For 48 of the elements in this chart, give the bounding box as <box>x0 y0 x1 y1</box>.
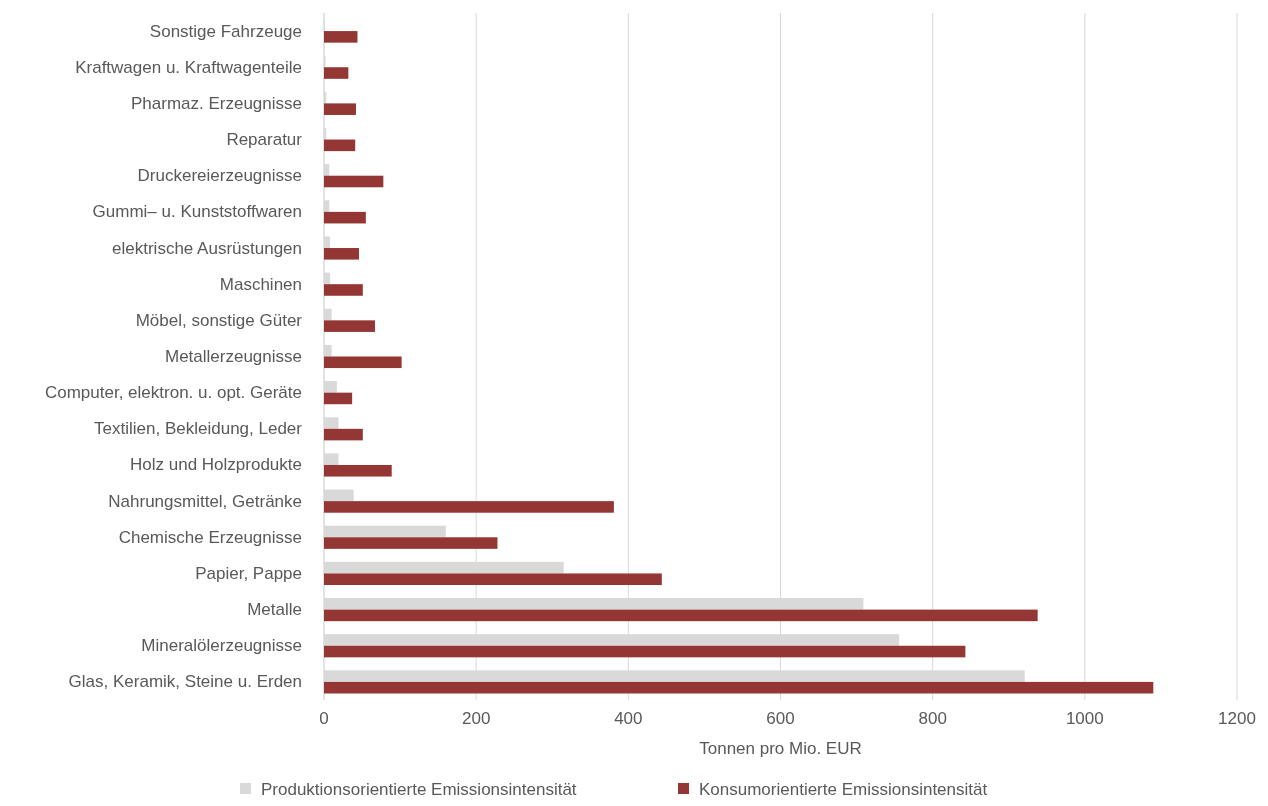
y-tick-label: Textilien, Bekleidung, Leder <box>94 419 303 439</box>
bar <box>324 320 375 332</box>
bar <box>324 392 353 405</box>
y-tick-label: Maschinen <box>219 274 302 294</box>
bar <box>324 464 392 477</box>
y-tick-label: Metallerzeugnisse <box>164 347 302 366</box>
legend-label: Konsumorientierte Emissionsintensität <box>699 780 988 799</box>
y-tick-label: Holz und Holzprodukte <box>130 455 302 475</box>
y-tick-label: Kraftwagen u. Kraftwagenteile <box>75 57 302 77</box>
x-tick-label: 600 <box>766 709 795 728</box>
x-tick-label: 400 <box>614 709 643 728</box>
y-tick-label: Pharmaz. Erzeugnisse <box>130 93 302 113</box>
x-tick-label: 800 <box>918 709 947 728</box>
bar <box>324 284 363 296</box>
y-tick-label: Chemische Erzeugnisse <box>118 527 302 547</box>
y-tick-label: Metalle <box>247 600 302 620</box>
y-tick-label: Reparatur <box>226 130 303 150</box>
y-tick-label: Sonstige Fahrzeuge <box>149 21 302 41</box>
bar <box>324 67 349 79</box>
y-tick-label: Gummi– u. Kunststoffwaren <box>92 202 302 222</box>
x-tick-label: 0 <box>319 709 329 728</box>
bar <box>324 175 384 188</box>
y-tick-label: Papier, Pappe <box>195 563 302 583</box>
bar <box>324 537 498 549</box>
y-tick-label: Druckereierzeugnisse <box>137 166 302 186</box>
bar <box>324 428 363 441</box>
y-tick-label: Glas, Keramik, Steine u. Erden <box>68 672 302 692</box>
bar <box>324 609 1038 622</box>
y-tick-label: Computer, elektron. u. opt. Geräte <box>44 383 302 403</box>
y-tick-label: Mineralölerzeugnisse <box>141 636 302 656</box>
y-tick-label: Nahrungsmittel, Getränke <box>108 491 302 511</box>
bar <box>324 501 614 513</box>
bar <box>324 645 966 658</box>
bar <box>324 681 1154 694</box>
y-tick-label: Möbel, sonstige Güter <box>135 310 303 330</box>
bar <box>324 573 662 586</box>
bar <box>324 139 356 152</box>
bar <box>324 211 366 224</box>
x-tick-label: 1000 <box>1065 709 1104 728</box>
x-tick-label: 1200 <box>1218 709 1256 728</box>
x-tick-label: 200 <box>461 709 491 728</box>
bar <box>324 103 356 115</box>
bar <box>324 31 358 43</box>
x-axis-title: Tonnen pro Mio. EUR <box>699 739 862 758</box>
y-tick-label: elektrische Ausrüstungen <box>112 238 302 258</box>
legend-label: Produktionsorientierte Emissionsintensität <box>261 780 577 799</box>
bar <box>324 356 402 369</box>
bar <box>324 248 359 260</box>
